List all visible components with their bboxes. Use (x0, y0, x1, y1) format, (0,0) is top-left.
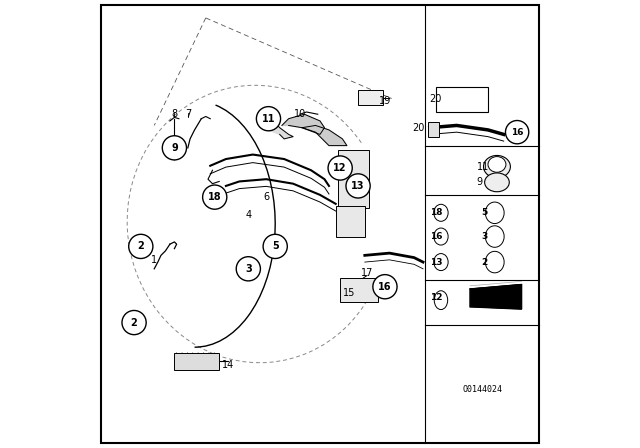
Bar (428, 122, 439, 137)
Text: 2: 2 (138, 241, 144, 251)
Ellipse shape (488, 157, 506, 172)
Text: 11: 11 (477, 162, 489, 172)
Text: 9: 9 (171, 143, 178, 153)
Text: 5: 5 (481, 208, 488, 217)
Text: 7: 7 (185, 109, 191, 119)
Text: 13: 13 (430, 258, 442, 267)
Text: 20: 20 (412, 123, 425, 133)
Text: 17: 17 (361, 268, 373, 278)
Text: 4: 4 (245, 210, 252, 220)
Polygon shape (269, 125, 293, 139)
Text: 18: 18 (430, 208, 442, 217)
Ellipse shape (484, 155, 511, 178)
Bar (174, 353, 219, 370)
Text: 12: 12 (333, 163, 347, 173)
Circle shape (506, 121, 529, 144)
Circle shape (257, 107, 280, 131)
Ellipse shape (434, 228, 448, 245)
Polygon shape (470, 284, 522, 309)
Ellipse shape (485, 202, 504, 224)
Circle shape (129, 234, 153, 258)
Circle shape (203, 185, 227, 209)
Ellipse shape (434, 204, 448, 221)
Ellipse shape (434, 254, 448, 271)
Text: 3: 3 (481, 232, 488, 241)
Text: 14: 14 (222, 360, 234, 370)
Text: 12: 12 (430, 293, 442, 302)
Text: 16: 16 (511, 128, 524, 137)
Circle shape (163, 136, 186, 160)
Text: 8: 8 (172, 109, 177, 119)
Ellipse shape (485, 226, 504, 247)
Text: 18: 18 (208, 192, 221, 202)
Circle shape (236, 257, 260, 281)
Circle shape (328, 156, 352, 180)
Bar (436, 87, 488, 112)
Circle shape (346, 174, 370, 198)
Text: 16: 16 (430, 232, 442, 241)
Text: 16: 16 (378, 282, 392, 292)
Circle shape (373, 275, 397, 299)
Text: O0144024: O0144024 (462, 385, 502, 394)
Bar (338, 150, 369, 208)
Bar (335, 206, 365, 237)
Text: 19: 19 (379, 96, 391, 106)
Text: 3: 3 (245, 264, 252, 274)
Text: 5: 5 (272, 241, 278, 251)
Circle shape (263, 234, 287, 258)
Bar (340, 278, 378, 302)
Ellipse shape (485, 251, 504, 273)
Ellipse shape (484, 173, 509, 192)
Bar (358, 90, 383, 105)
Text: 2: 2 (131, 318, 138, 327)
Text: 10: 10 (294, 109, 306, 119)
Text: 15: 15 (343, 289, 355, 298)
Text: 2: 2 (481, 258, 488, 267)
Text: 20: 20 (429, 95, 441, 104)
Text: 1: 1 (151, 255, 157, 265)
Text: 6: 6 (263, 192, 269, 202)
Polygon shape (282, 114, 324, 134)
Text: 13: 13 (351, 181, 365, 191)
Circle shape (122, 310, 146, 335)
Text: 11: 11 (262, 114, 275, 124)
Ellipse shape (435, 291, 448, 310)
Text: 9: 9 (477, 177, 483, 187)
Polygon shape (302, 125, 347, 146)
